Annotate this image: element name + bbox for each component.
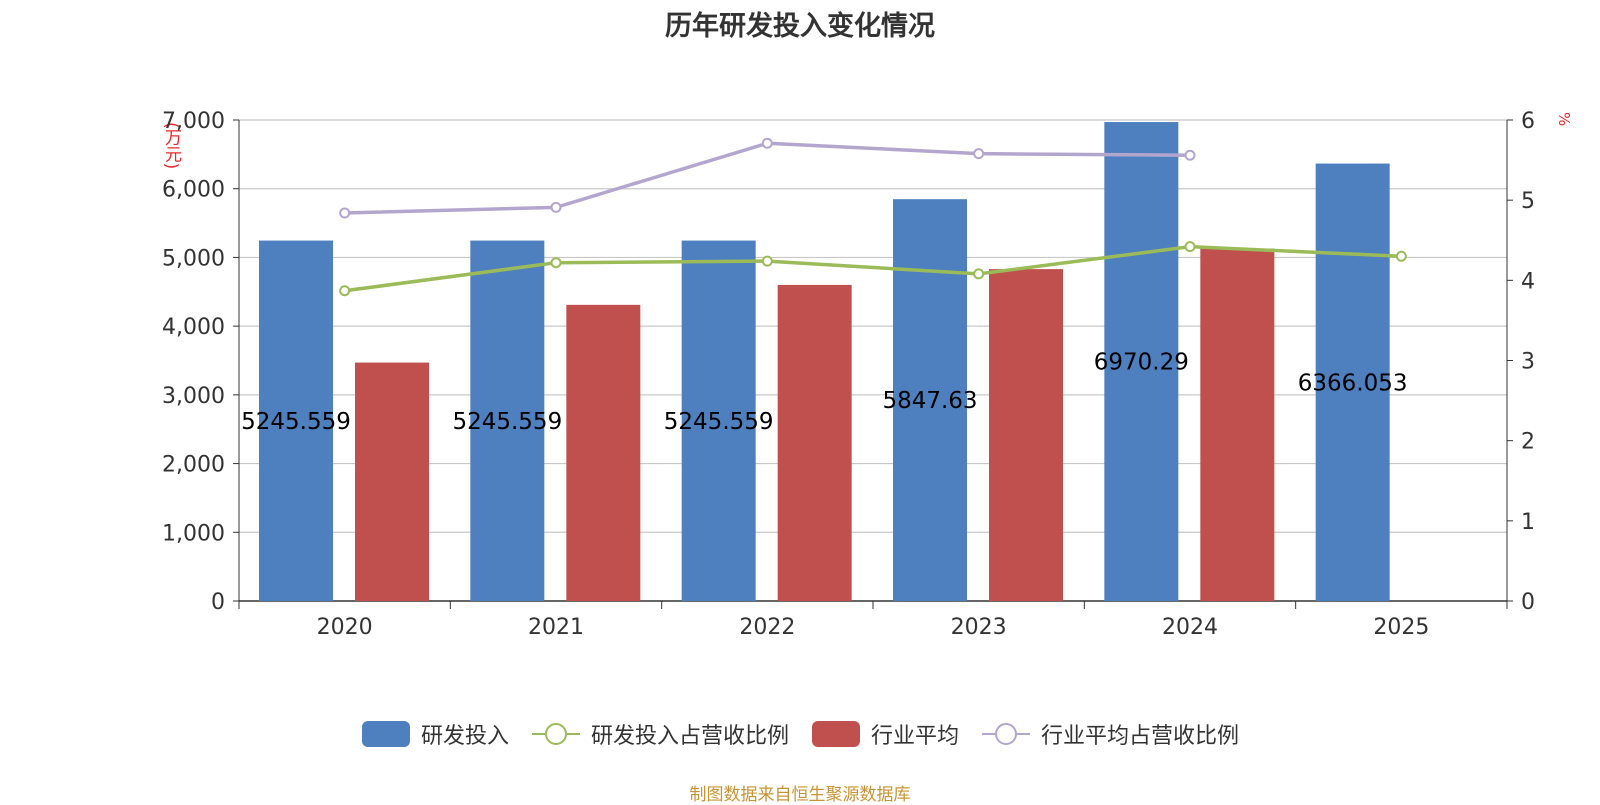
bar-rd <box>893 199 967 602</box>
legend-label-rd-ratio: 研发投入占营收比例 <box>590 724 789 749</box>
x-axis-tick-label: 2024 <box>1162 615 1218 640</box>
left-axis-tick-label: 2,000 <box>162 453 225 478</box>
rd-ratio-point <box>550 257 562 269</box>
industry-ratio-point <box>973 148 985 160</box>
bar-industry <box>989 269 1063 601</box>
left-axis-tick-label: 3,000 <box>162 384 225 409</box>
x-axis-tick-label: 2025 <box>1373 615 1429 640</box>
bar-industry <box>566 304 641 601</box>
left-axis-tick-label: 0 <box>211 590 225 615</box>
legend-item-industry[interactable]: 行业平均 <box>811 718 959 750</box>
data-label-rd: 5245.559 <box>664 409 774 435</box>
bar-industry <box>777 284 852 601</box>
legend-label-industry: 行业平均 <box>871 724 960 749</box>
right-axis-tick-label: 1 <box>1521 510 1535 535</box>
bar-rd <box>1104 122 1179 601</box>
rd-ratio-point <box>1395 250 1407 262</box>
right-axis-tick-label: 5 <box>1521 189 1535 214</box>
data-source-note: 制图数据来自恒生聚源数据库 <box>689 785 911 805</box>
data-label-rd: 6970.29 <box>1094 350 1189 376</box>
industry-ratio-point <box>550 201 562 213</box>
x-axis-tick-label: 2023 <box>951 615 1007 640</box>
legend-item-industry-ratio[interactable]: 行业平均占营收比例 <box>981 718 1239 750</box>
left-axis-tick-label: 7,000 <box>162 109 225 134</box>
right-axis-tick-label: 3 <box>1521 350 1535 375</box>
rd-ratio-point <box>973 268 985 280</box>
legend: 研发投入 研发投入占营收比例 行业平均 行业平均占营收比例 <box>0 718 1600 750</box>
legend-swatch-rd-ratio <box>531 723 580 745</box>
left-axis-tick-label: 4,000 <box>162 315 225 340</box>
right-axis-tick-label: 4 <box>1521 269 1535 294</box>
right-axis-tick-label: 6 <box>1521 109 1535 134</box>
left-axis-tick-label: 5,000 <box>162 246 225 271</box>
legend-label-rd: 研发投入 <box>420 724 509 749</box>
legend-label-industry-ratio: 行业平均占营收比例 <box>1041 724 1240 749</box>
rd-ratio-point <box>761 255 773 267</box>
chart-title: 历年研发投入变化情况 <box>665 11 935 42</box>
legend-swatch-industry <box>812 721 860 747</box>
x-axis-tick-label: 2020 <box>317 615 373 640</box>
right-axis-tick-label: 0 <box>1521 590 1535 615</box>
rd-ratio-line <box>344 244 1402 293</box>
x-axis-tick-label: 2022 <box>739 615 795 640</box>
legend-item-rd[interactable]: 研发投入 <box>361 718 509 750</box>
data-label-rd: 5245.559 <box>241 409 351 435</box>
industry-ratio-point <box>339 207 351 219</box>
industry-ratio-point <box>1184 149 1196 161</box>
data-label-rd: 5245.559 <box>452 409 562 435</box>
bar-industry <box>1200 248 1275 601</box>
industry-ratio-line <box>344 141 1191 215</box>
data-label-rd: 6366.053 <box>1298 370 1408 396</box>
legend-item-rd-ratio[interactable]: 研发投入占营收比例 <box>531 718 789 750</box>
legend-swatch-rd <box>361 721 410 747</box>
bar-rd <box>470 240 545 601</box>
x-axis-tick-label: 2021 <box>528 615 584 640</box>
left-axis-unit: (万元) <box>161 122 181 170</box>
bar-rd <box>259 240 333 601</box>
bar-rd <box>681 240 756 601</box>
left-axis-tick-label: 1,000 <box>162 521 225 546</box>
industry-ratio-point <box>761 137 773 149</box>
rd-ratio-point <box>339 285 351 297</box>
bar-industry <box>355 362 429 601</box>
bar-rd <box>1315 163 1390 601</box>
data-label-rd: 5847.63 <box>882 388 977 414</box>
left-axis-tick-label: 6,000 <box>162 178 225 203</box>
legend-swatch-industry-ratio <box>982 723 1031 745</box>
plot-area: 0 1,000 2,000 3,000 4,000 5,000 6,000 7,000 0 1 2 3… <box>162 109 1535 640</box>
rd-ratio-point <box>1184 241 1196 253</box>
right-axis-tick-label: 2 <box>1521 430 1535 455</box>
